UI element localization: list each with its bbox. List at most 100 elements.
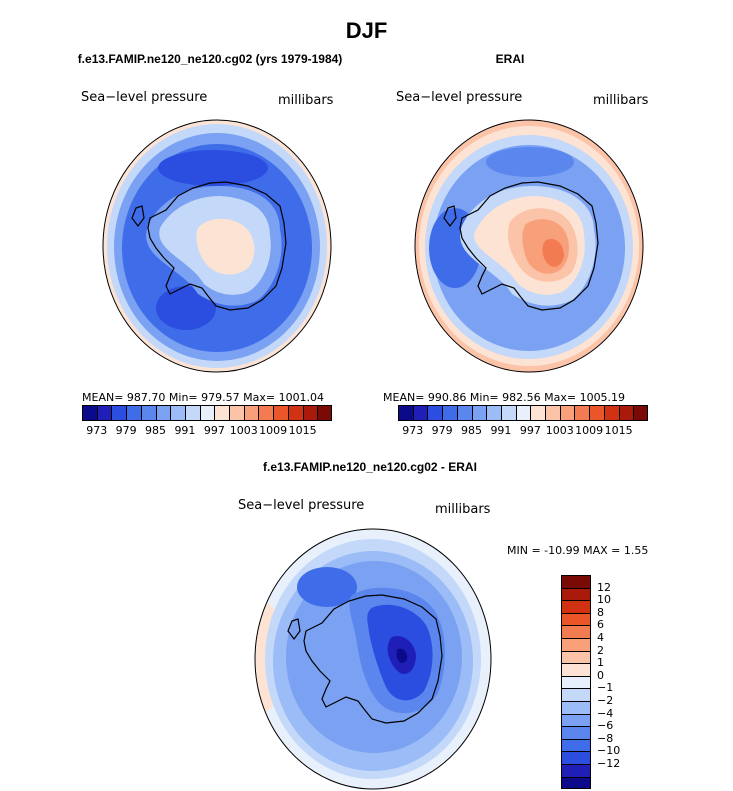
panel1-colorbar-ticks: 973 979 985 991 997 1003 1009 1015 <box>82 424 332 438</box>
panel1-colorbar-box <box>140 405 156 421</box>
panel3-colorbar-box <box>561 663 591 676</box>
panel2-colorbar-box <box>412 405 428 421</box>
panel2-colorbar-tick-label: 985 <box>461 424 483 437</box>
panel1-colorbar-box <box>184 405 200 421</box>
panel2-colorbar-tick-label: 1009 <box>575 424 604 437</box>
panel1-colorbar-box <box>302 405 318 421</box>
panel3-colorbar-box <box>561 637 591 651</box>
panel1-colorbar-tick-label: 997 <box>203 424 225 437</box>
panel3-colorbar-box <box>561 763 591 777</box>
panel2-colorbar-box <box>559 405 575 421</box>
panel1-units-label: millibars <box>278 93 334 108</box>
panel2-colorbar-box <box>442 405 457 421</box>
panel2-field-low-north <box>486 147 574 177</box>
panel3-colorbar-tick-label: −4 <box>597 706 614 720</box>
panel1-colorbar-tick-label: 1009 <box>259 424 288 437</box>
panel3-colorbar-box <box>561 738 591 752</box>
panel2-colorbar-ticks: 973 979 985 991 997 1003 1009 1015 <box>398 424 648 438</box>
panel1-field-plateau <box>196 218 255 275</box>
panel3-title: f.e13.FAMIP.ne120_ne120.cg02 - ERAI <box>263 460 477 474</box>
panel3-colorbar-tick-label: 4 <box>597 631 604 644</box>
panel1-title: f.e13.FAMIP.ne120_ne120.cg02 (yrs 1979-1… <box>77 52 343 66</box>
panel2-colorbar-box <box>589 405 604 421</box>
panel2-colorbar-box <box>574 405 590 421</box>
panel3-colorbar-tick-label: 8 <box>597 605 604 619</box>
panel1-colorbar-box <box>258 405 274 421</box>
panel2-polar-map <box>414 119 644 373</box>
panel1-colorbar-tick-label: 1003 <box>229 424 258 437</box>
panel3-colorbar-tick-label: 6 <box>597 618 604 632</box>
panel3-colorbar-box <box>561 612 591 626</box>
panel2-colorbar-tick-label: 991 <box>490 424 512 437</box>
panel2-colorbar-box <box>398 405 413 421</box>
panel1-coastline <box>131 181 287 311</box>
panel2-colorbar-box <box>603 405 619 421</box>
panel2-colorbar-box <box>618 405 634 421</box>
panel1-field-low-north <box>158 150 268 186</box>
panel3-colorbar-tick-label: −2 <box>597 694 614 707</box>
panel1-colorbar-box <box>96 405 112 421</box>
panel2-colorbar-box <box>633 405 648 421</box>
panel2-stats: MEAN= 990.86 Min= 982.56 Max= 1005.19 <box>383 391 626 404</box>
panel1-colorbar-box <box>317 405 332 421</box>
panel3-colorbar-box <box>561 650 591 664</box>
panel3-colorbar-tick-label: −10 <box>597 744 621 758</box>
panel2-colorbar-tick-label: 973 <box>402 424 424 437</box>
panel1-colorbar-box <box>111 405 127 421</box>
panel3-colorbar-tick-label: −1 <box>597 681 614 695</box>
panel3-colorbar-tick-label: −6 <box>597 719 614 733</box>
panel3-colorbar-box <box>561 751 591 764</box>
panel2-colorbar-box <box>456 405 472 421</box>
panel3-stats: MIN = -10.99 MAX = 1.55 <box>507 544 649 557</box>
panel2-colorbar-box <box>515 405 531 421</box>
figure-title: DJF <box>345 18 388 43</box>
panel3-colorbar-tick-label: 0 <box>597 668 604 682</box>
panel3-colorbar-box <box>561 713 591 727</box>
panel2-map-border <box>414 119 644 373</box>
panel2-coastline <box>443 181 599 311</box>
panel2-colorbar-tick-label: 1003 <box>545 424 574 437</box>
panel1-colorbar-tick-label: 979 <box>115 424 137 437</box>
panel2-colorbar-tick-label: 979 <box>431 424 453 437</box>
panel3-polar-map <box>254 528 492 790</box>
panel2-field-plateau-core <box>542 238 564 267</box>
panel3-colorbar-tick-label: 2 <box>597 643 604 657</box>
panel3-colorbar-tick-label: 12 <box>597 580 611 594</box>
panel1-stats: MEAN= 987.70 Min= 979.57 Max= 1001.04 <box>82 391 325 404</box>
panel2-colorbar-box <box>500 405 516 421</box>
panel1-colorbar <box>82 405 332 421</box>
panel3-colorbar-box <box>561 776 591 790</box>
panel1-colorbar-box <box>82 405 97 421</box>
panel3-variable-label: Sea−level pressure <box>238 498 365 513</box>
panel1-colorbar-box <box>287 405 303 421</box>
panel3-coastline <box>287 594 443 724</box>
panel3-colorbar-box <box>561 600 591 613</box>
panel3-colorbar-box <box>561 688 591 701</box>
panel3-colorbar-box <box>561 575 591 588</box>
panel2-colorbar-box <box>530 405 546 421</box>
panel1-variable-label: Sea−level pressure <box>81 90 208 105</box>
panel3-colorbar-box <box>561 700 591 714</box>
panel1-colorbar-box <box>170 405 185 421</box>
panel2-colorbar-box <box>486 405 501 421</box>
panel1-colorbar-box <box>273 405 288 421</box>
panel1-colorbar-box <box>243 405 259 421</box>
panel1-colorbar-tick-label: 973 <box>86 424 108 437</box>
panel3-field-deep-core <box>396 648 408 663</box>
panel3-colorbar-tick-label: 10 <box>597 593 611 607</box>
panel2-colorbar-tick-label: 1015 <box>604 424 633 437</box>
panel1-colorbar-tick-label: 1015 <box>288 424 317 437</box>
panel1-colorbar-box <box>126 405 141 421</box>
panel1-map-border <box>102 119 332 373</box>
panel3-colorbar <box>561 575 591 790</box>
panel1-colorbar-tick-label: 991 <box>174 424 196 437</box>
panel1-colorbar-tick-label: 985 <box>145 424 167 437</box>
panel3-units-label: millibars <box>435 502 491 517</box>
panel3-colorbar-tick-label: 1 <box>597 656 604 670</box>
panel3-colorbar-box <box>561 675 591 689</box>
panel2-title: ERAI <box>495 52 525 66</box>
panel3-colorbar-box <box>561 587 591 601</box>
panel1-colorbar-box <box>214 405 230 421</box>
panel1-field-low-southwest <box>156 286 216 330</box>
panel2-colorbar-tick-label: 997 <box>519 424 541 437</box>
